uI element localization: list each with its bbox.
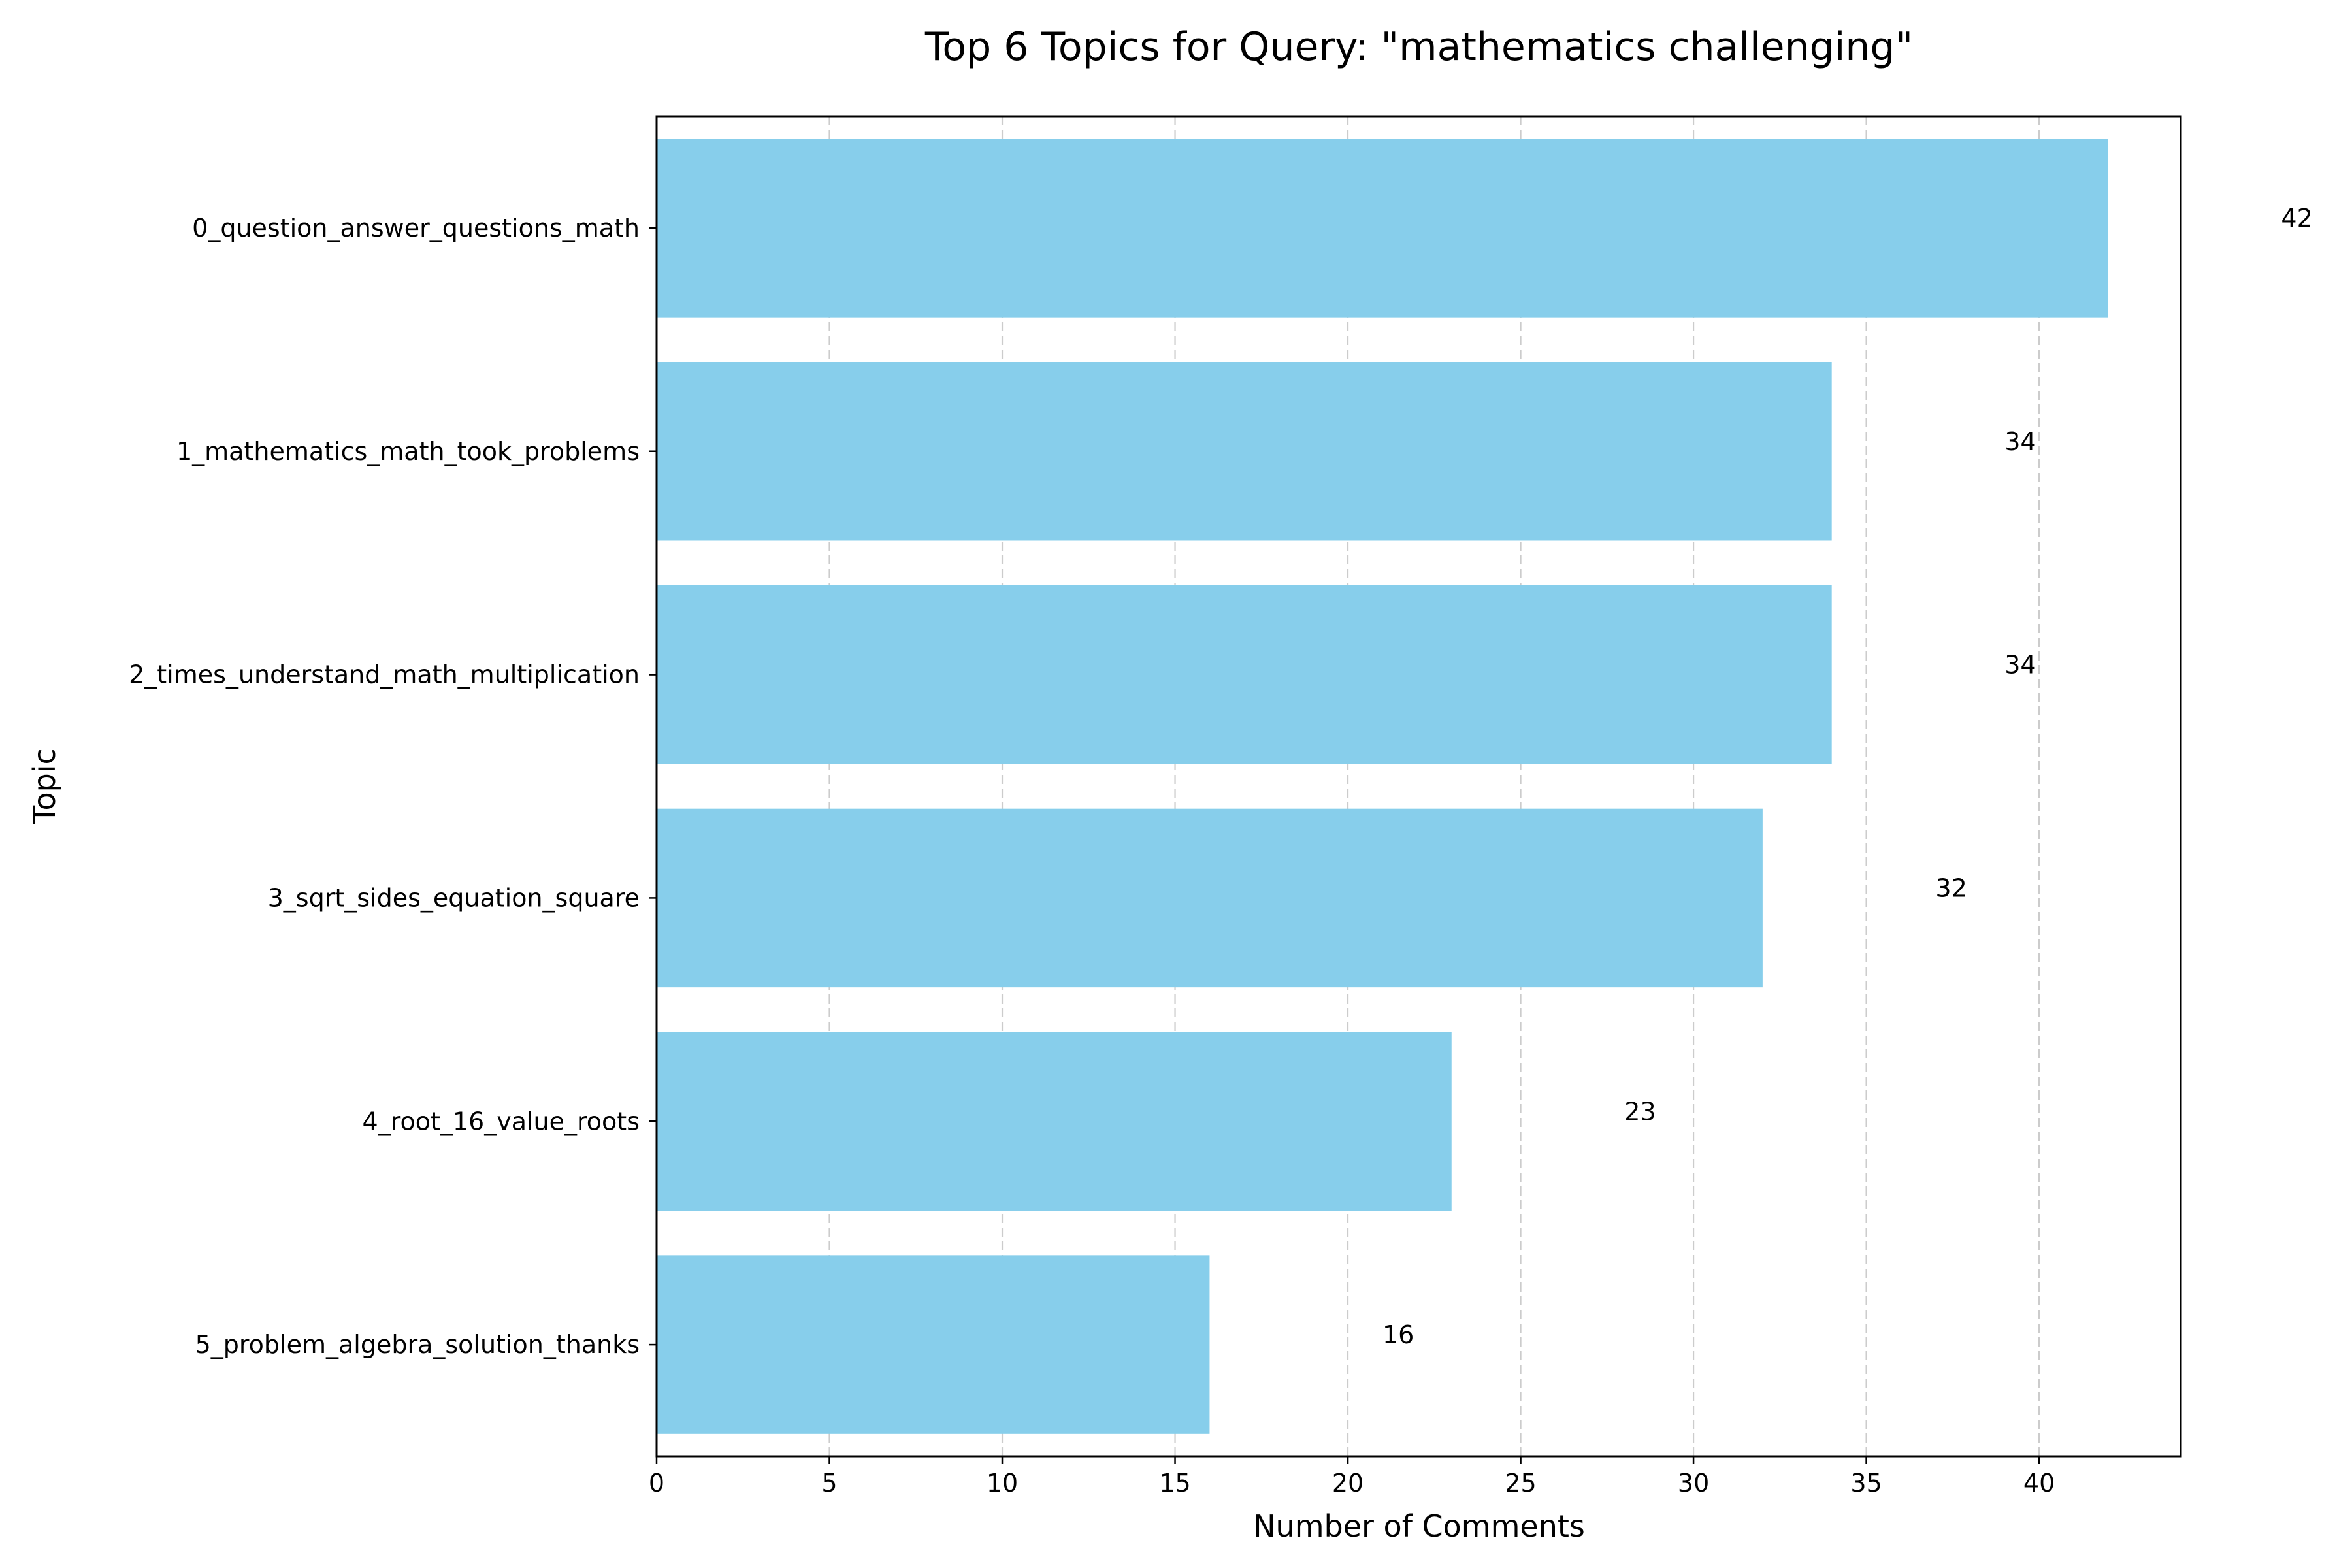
bar-value-label-3: 32 <box>1935 874 1967 902</box>
y-tick-label-2: 2_times_understand_math_multiplication <box>129 661 640 689</box>
x-tick-label-35: 35 <box>1850 1469 1882 1497</box>
x-tick-label-10: 10 <box>987 1469 1018 1497</box>
bar-0 <box>657 139 2108 318</box>
x-tick-label-5: 5 <box>821 1469 837 1497</box>
x-tick-label-0: 0 <box>649 1469 664 1497</box>
bar-value-label-2: 34 <box>2004 651 2036 679</box>
y-tick-label-5: 5_problem_algebra_solution_thanks <box>195 1330 640 1359</box>
chart-title: Top 6 Topics for Query: "mathematics cha… <box>924 24 1913 70</box>
x-axis-ticks: 0 5 10 15 20 25 30 35 40 <box>649 1456 2055 1497</box>
bar-value-label-0: 42 <box>2281 204 2312 233</box>
bar-value-label-5: 16 <box>1382 1320 1414 1349</box>
grid-lines <box>655 116 2040 1456</box>
x-tick-label-40: 40 <box>2023 1469 2055 1497</box>
x-tick-label-25: 25 <box>1505 1469 1536 1497</box>
bar-value-label-1: 34 <box>2004 427 2036 456</box>
y-tick-label-0: 0_question_answer_questions_math <box>192 214 640 242</box>
bar-2 <box>657 585 1832 764</box>
plot-area-frame <box>655 115 2182 1458</box>
y-tick-label-3: 3_sqrt_sides_equation_square <box>268 883 640 912</box>
y-axis-label: Topic <box>27 748 62 825</box>
bar-value-label-4: 23 <box>1624 1097 1656 1126</box>
y-tick-label-1: 1_mathematics_math_took_problems <box>176 437 640 466</box>
x-tick-label-30: 30 <box>1678 1469 1709 1497</box>
bars <box>657 139 2108 1434</box>
y-tick-label-4: 4_root_16_value_roots <box>363 1107 640 1135</box>
x-axis-label: Number of Comments <box>1253 1509 1585 1544</box>
y-axis-ticks: 0_question_answer_questions_math 1_mathem… <box>129 214 657 1359</box>
bar-5 <box>657 1255 1210 1434</box>
bar-4 <box>657 1032 1452 1211</box>
bar-1 <box>657 362 1832 541</box>
bar-3 <box>657 808 1763 988</box>
x-tick-label-20: 20 <box>1332 1469 1364 1497</box>
x-tick-label-15: 15 <box>1159 1469 1190 1497</box>
bar-value-labels: 42 34 34 32 23 16 <box>1382 204 2313 1349</box>
